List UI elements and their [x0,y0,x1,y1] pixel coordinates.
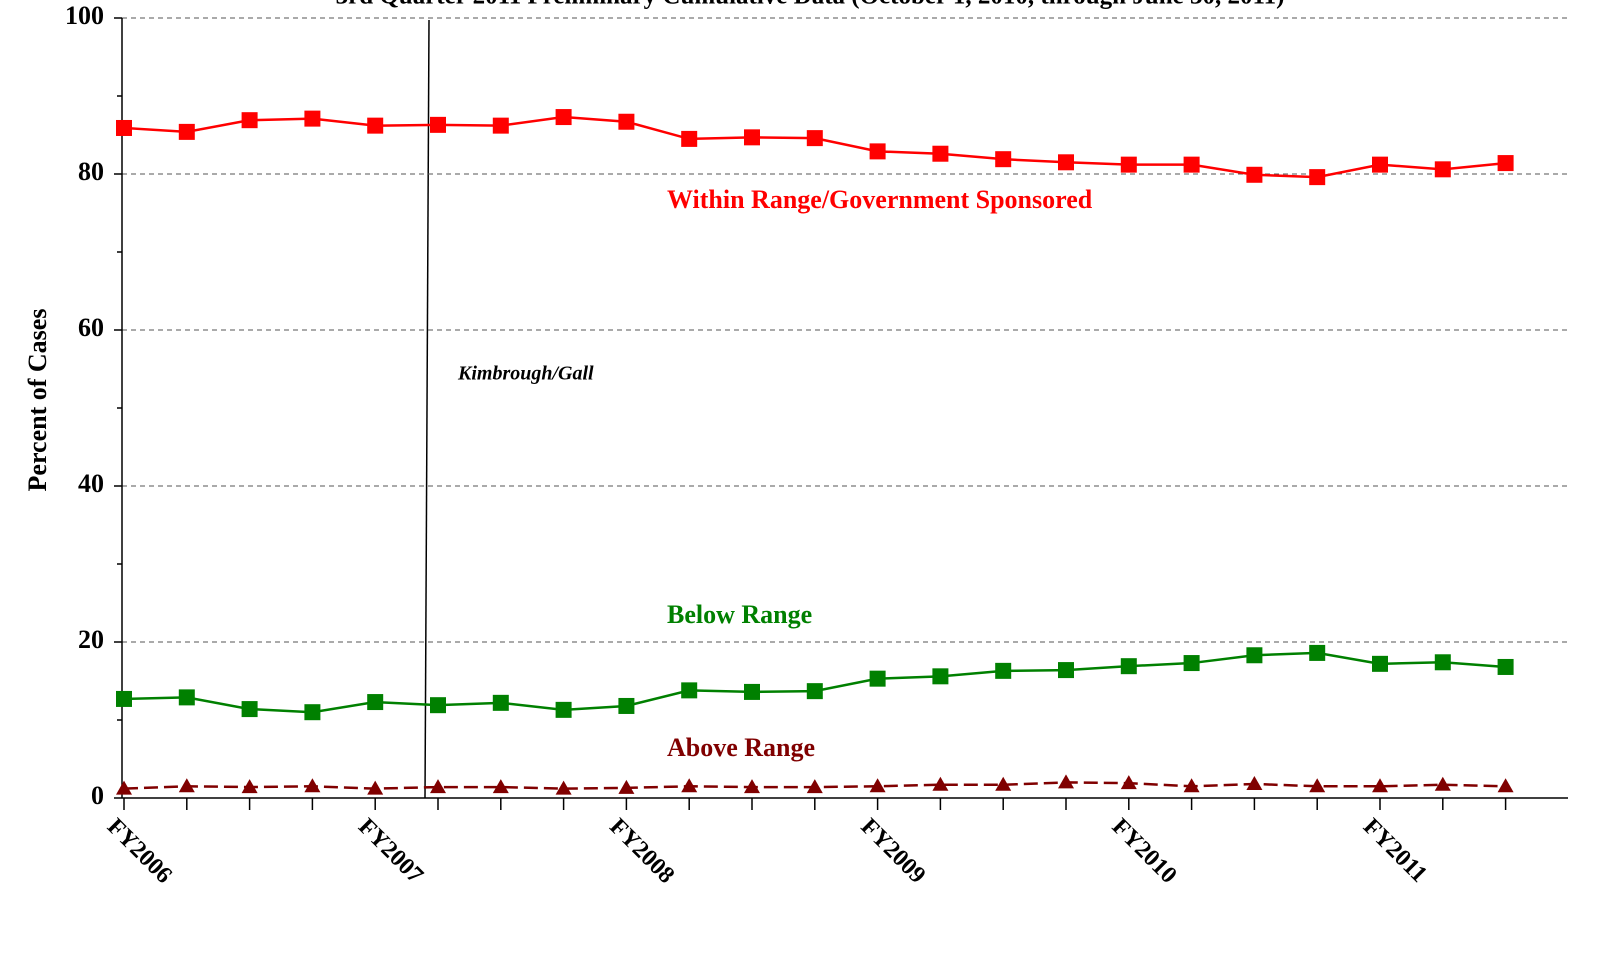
marker [1372,778,1388,793]
series-label: Below Range [667,600,812,629]
marker [116,780,132,795]
marker [492,694,509,711]
marker [1120,156,1137,173]
annotation: Kimbrough/Gall [457,363,594,385]
marker [995,776,1012,791]
marker [744,683,760,700]
marker [1246,166,1263,183]
marker [241,112,258,129]
marker [178,123,195,140]
event-line [424,19,430,799]
marker [1309,169,1326,186]
marker [1183,655,1200,672]
marker [1058,774,1074,789]
marker [555,780,572,795]
y-tick-label: 40 [78,469,104,498]
marker [869,778,886,793]
marker [1058,662,1074,679]
marker [1120,658,1137,675]
marker [806,779,823,794]
marker [492,779,509,794]
marker [806,130,823,147]
y-tick-label: 100 [65,1,104,30]
marker [995,662,1012,679]
marker [1183,156,1200,173]
marker [1309,644,1326,661]
marker [555,701,572,718]
x-tick-label: FY2011 [1358,814,1432,888]
chart-title: 3rd Quarter 2011 Preliminary Cumulative … [336,0,1285,10]
marker [932,668,949,685]
y-tick-label: 20 [78,625,104,654]
marker [430,779,446,794]
marker [744,129,760,146]
x-tick-label: FY2007 [353,814,428,889]
x-tick-label: FY2010 [1107,814,1182,889]
marker [367,780,384,795]
marker [1497,155,1514,172]
marker [1309,778,1326,793]
marker [1434,654,1451,671]
marker [1246,647,1263,664]
marker [1183,778,1200,793]
marker [932,776,949,791]
marker [869,670,886,687]
marker [744,779,760,794]
marker [1058,154,1074,171]
marker [681,778,698,793]
marker [1246,775,1263,790]
marker [618,779,635,794]
marker [1372,655,1388,672]
marker [1497,778,1514,793]
marker [367,694,384,711]
marker [932,145,949,162]
marker [241,779,258,794]
series-label: Within Range/Government Sponsored [667,185,1093,214]
x-tick-label: FY2008 [604,814,679,889]
marker [1372,156,1388,173]
x-tick-label: FY2006 [102,814,177,889]
marker [995,151,1012,168]
series-line [123,651,1506,714]
marker [869,143,886,160]
y-tick-label: 60 [78,313,104,342]
marker [492,117,509,134]
marker [681,130,698,147]
marker [367,117,384,134]
marker [430,697,446,714]
marker [1120,775,1137,790]
marker [178,778,195,793]
marker [681,682,698,699]
marker [618,113,635,130]
x-tick-label: FY2009 [855,814,930,889]
y-tick-label: 0 [91,781,104,810]
series-line [123,115,1506,179]
marker [116,690,132,707]
y-tick-label: 80 [78,157,104,186]
series-label: Above Range [667,733,815,762]
marker [1497,658,1514,675]
marker [1434,161,1451,178]
marker [116,119,132,136]
marker [304,110,321,127]
marker [1434,776,1451,791]
y-axis-label: Percent of Cases [23,309,52,492]
marker [618,697,635,714]
marker [304,704,321,721]
marker [806,683,823,700]
marker [178,689,195,706]
marker [555,109,572,126]
marker [430,116,446,133]
marker [241,701,258,718]
marker [304,778,321,793]
